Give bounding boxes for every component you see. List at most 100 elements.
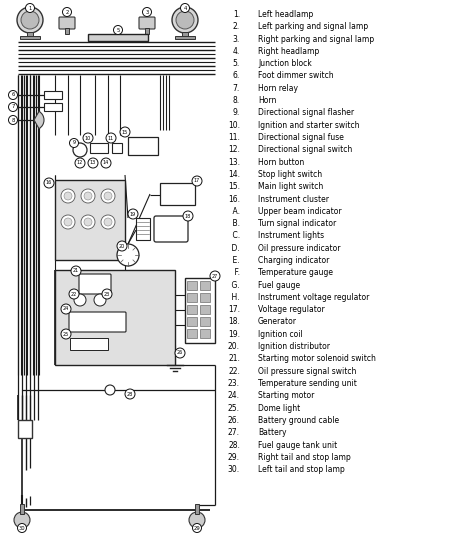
Text: Charging indicator: Charging indicator <box>258 256 329 265</box>
FancyBboxPatch shape <box>27 32 33 38</box>
Text: 4.: 4. <box>233 47 240 56</box>
Circle shape <box>61 329 71 339</box>
FancyBboxPatch shape <box>90 143 108 153</box>
Text: Voltage regulator: Voltage regulator <box>258 305 325 314</box>
Text: 22: 22 <box>71 292 77 296</box>
FancyBboxPatch shape <box>112 143 122 153</box>
Text: 7: 7 <box>11 104 15 110</box>
Text: Foot dimmer switch: Foot dimmer switch <box>258 72 334 80</box>
Text: 10: 10 <box>85 135 91 141</box>
Text: 11.: 11. <box>228 133 240 142</box>
Circle shape <box>176 11 194 29</box>
Circle shape <box>101 189 115 203</box>
Text: 15.: 15. <box>228 182 240 191</box>
Circle shape <box>21 11 39 29</box>
Text: 14.: 14. <box>228 170 240 179</box>
Text: 13.: 13. <box>228 158 240 166</box>
Text: 15: 15 <box>122 129 128 134</box>
FancyBboxPatch shape <box>44 91 62 99</box>
FancyBboxPatch shape <box>154 216 188 242</box>
Text: 21.: 21. <box>228 354 240 363</box>
Text: 1.: 1. <box>233 10 240 19</box>
Circle shape <box>183 211 193 221</box>
Text: 29.: 29. <box>228 453 240 462</box>
Circle shape <box>26 4 35 12</box>
Circle shape <box>143 7 152 17</box>
Circle shape <box>9 103 18 111</box>
Text: 8: 8 <box>11 118 15 123</box>
Text: 5.: 5. <box>233 59 240 68</box>
Text: 29: 29 <box>193 525 201 531</box>
Circle shape <box>125 389 135 399</box>
Text: 19.: 19. <box>228 330 240 339</box>
Circle shape <box>61 215 75 229</box>
Text: Dome light: Dome light <box>258 403 300 412</box>
Circle shape <box>101 215 115 229</box>
Circle shape <box>88 158 98 168</box>
Text: Instrument cluster: Instrument cluster <box>258 195 329 203</box>
FancyBboxPatch shape <box>18 420 32 438</box>
Circle shape <box>172 7 198 33</box>
FancyBboxPatch shape <box>136 218 150 240</box>
FancyBboxPatch shape <box>88 34 148 41</box>
Text: 1: 1 <box>28 5 32 11</box>
Text: Main light switch: Main light switch <box>258 182 323 191</box>
Text: 10.: 10. <box>228 121 240 129</box>
Circle shape <box>128 209 138 219</box>
FancyBboxPatch shape <box>128 137 158 155</box>
Circle shape <box>192 176 202 186</box>
Circle shape <box>117 241 127 251</box>
Text: Directional signal flasher: Directional signal flasher <box>258 109 354 117</box>
Circle shape <box>101 158 111 168</box>
Text: 16: 16 <box>46 180 52 186</box>
Text: 25: 25 <box>63 332 69 337</box>
FancyBboxPatch shape <box>20 36 40 39</box>
Text: Left headlamp: Left headlamp <box>258 10 313 19</box>
Circle shape <box>70 139 79 148</box>
Circle shape <box>44 178 54 188</box>
Text: 24: 24 <box>63 307 69 311</box>
Text: 13: 13 <box>90 160 96 165</box>
Text: 11: 11 <box>108 135 114 141</box>
Text: 16.: 16. <box>228 195 240 203</box>
Text: 23.: 23. <box>228 379 240 388</box>
Circle shape <box>94 294 106 306</box>
Text: 30.: 30. <box>228 465 240 474</box>
FancyBboxPatch shape <box>59 17 75 29</box>
Circle shape <box>64 218 72 226</box>
Text: 23: 23 <box>104 292 110 296</box>
Text: Directional signal fuse: Directional signal fuse <box>258 133 344 142</box>
Text: 7.: 7. <box>233 84 240 93</box>
Text: Battery: Battery <box>258 428 286 437</box>
FancyBboxPatch shape <box>200 329 210 338</box>
Text: 18.: 18. <box>228 317 240 326</box>
Circle shape <box>74 294 86 306</box>
Text: 21: 21 <box>73 269 79 273</box>
Circle shape <box>175 348 185 358</box>
Circle shape <box>61 189 75 203</box>
Text: Generator: Generator <box>258 317 297 326</box>
FancyBboxPatch shape <box>182 32 188 38</box>
Text: 6: 6 <box>11 93 15 97</box>
Text: 27: 27 <box>212 273 218 279</box>
Text: Turn signal indicator: Turn signal indicator <box>258 219 336 228</box>
Text: 19: 19 <box>130 211 136 217</box>
Text: 22.: 22. <box>228 366 240 376</box>
Text: 8.: 8. <box>233 96 240 105</box>
Wedge shape <box>34 111 44 128</box>
Text: 3: 3 <box>146 10 149 14</box>
Text: D.: D. <box>222 244 240 253</box>
FancyBboxPatch shape <box>200 293 210 302</box>
Text: B.: B. <box>223 219 240 228</box>
FancyBboxPatch shape <box>145 28 149 34</box>
Text: 14: 14 <box>103 160 109 165</box>
Text: 3.: 3. <box>233 35 240 43</box>
Circle shape <box>117 244 139 266</box>
Text: 4: 4 <box>183 5 187 11</box>
FancyBboxPatch shape <box>187 305 197 314</box>
Text: Battery ground cable: Battery ground cable <box>258 416 339 425</box>
Circle shape <box>120 127 130 137</box>
Text: Left tail and stop lamp: Left tail and stop lamp <box>258 465 345 474</box>
Text: 5: 5 <box>116 27 120 33</box>
FancyBboxPatch shape <box>187 281 197 290</box>
